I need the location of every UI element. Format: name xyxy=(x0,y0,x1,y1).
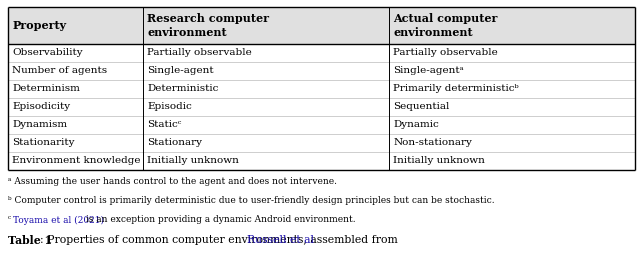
Text: Table 1: Table 1 xyxy=(8,235,52,246)
Text: Deterministic: Deterministic xyxy=(147,84,218,93)
Text: Single-agent: Single-agent xyxy=(147,66,214,75)
Bar xyxy=(389,7,635,44)
Text: ᵇ Computer control is primarily deterministic due to user-friendly design princi: ᵇ Computer control is primarily determin… xyxy=(8,196,494,205)
Text: Property: Property xyxy=(12,20,67,31)
Text: Actual computer
environment: Actual computer environment xyxy=(394,13,498,38)
Text: Episodicity: Episodicity xyxy=(12,102,70,111)
Text: Stationary: Stationary xyxy=(147,138,202,147)
Bar xyxy=(8,7,143,44)
Text: Dynamic: Dynamic xyxy=(394,120,439,129)
Text: Dynamism: Dynamism xyxy=(12,120,67,129)
Text: Partially observable: Partially observable xyxy=(147,48,252,57)
Text: Number of agents: Number of agents xyxy=(12,66,108,75)
Text: Primarily deterministicᵇ: Primarily deterministicᵇ xyxy=(394,84,519,93)
Text: ᶜ: ᶜ xyxy=(8,215,13,224)
Text: Non-stationary: Non-stationary xyxy=(394,138,472,147)
Text: Sequential: Sequential xyxy=(394,102,450,111)
Bar xyxy=(143,7,389,44)
Text: : Properties of common computer environments, assembled from: : Properties of common computer environm… xyxy=(40,235,401,245)
Text: Determinism: Determinism xyxy=(12,84,80,93)
Text: Initially unknown: Initially unknown xyxy=(147,156,239,165)
Text: Stationarity: Stationarity xyxy=(12,138,75,147)
Text: Research computer
environment: Research computer environment xyxy=(147,13,269,38)
Text: Environment knowledge: Environment knowledge xyxy=(12,156,141,165)
Text: is an exception providing a dynamic Android environment.: is an exception providing a dynamic Andr… xyxy=(83,215,356,224)
Text: Toyama et al (2021): Toyama et al (2021) xyxy=(13,215,104,224)
Text: Episodic: Episodic xyxy=(147,102,192,111)
Text: Initially unknown: Initially unknown xyxy=(394,156,485,165)
Text: Single-agentᵃ: Single-agentᵃ xyxy=(394,66,464,75)
Text: Staticᶜ: Staticᶜ xyxy=(147,120,181,129)
Text: Observability: Observability xyxy=(12,48,83,57)
Text: Partially observable: Partially observable xyxy=(394,48,499,57)
Text: ᵃ Assuming the user hands control to the agent and does not intervene.: ᵃ Assuming the user hands control to the… xyxy=(8,177,337,186)
Text: Russell et al: Russell et al xyxy=(247,235,314,245)
